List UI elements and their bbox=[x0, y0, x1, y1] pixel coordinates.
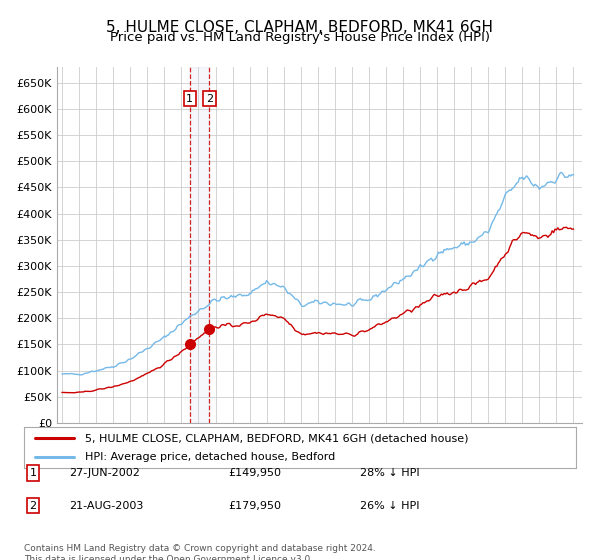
Text: 28% ↓ HPI: 28% ↓ HPI bbox=[360, 468, 419, 478]
Bar bbox=[190, 67, 209, 423]
Text: 27-JUN-2002: 27-JUN-2002 bbox=[69, 468, 140, 478]
Text: Contains HM Land Registry data © Crown copyright and database right 2024.
This d: Contains HM Land Registry data © Crown c… bbox=[24, 544, 376, 560]
Text: 5, HULME CLOSE, CLAPHAM, BEDFORD, MK41 6GH: 5, HULME CLOSE, CLAPHAM, BEDFORD, MK41 6… bbox=[107, 20, 493, 35]
Text: 2: 2 bbox=[29, 501, 37, 511]
Text: 21-AUG-2003: 21-AUG-2003 bbox=[69, 501, 143, 511]
Text: £149,950: £149,950 bbox=[228, 468, 281, 478]
Text: HPI: Average price, detached house, Bedford: HPI: Average price, detached house, Bedf… bbox=[85, 452, 335, 461]
Text: Price paid vs. HM Land Registry's House Price Index (HPI): Price paid vs. HM Land Registry's House … bbox=[110, 31, 490, 44]
Text: 26% ↓ HPI: 26% ↓ HPI bbox=[360, 501, 419, 511]
Text: 2: 2 bbox=[206, 94, 213, 104]
Text: 1: 1 bbox=[29, 468, 37, 478]
Text: 5, HULME CLOSE, CLAPHAM, BEDFORD, MK41 6GH (detached house): 5, HULME CLOSE, CLAPHAM, BEDFORD, MK41 6… bbox=[85, 433, 468, 443]
Text: £179,950: £179,950 bbox=[228, 501, 281, 511]
Text: 1: 1 bbox=[186, 94, 193, 104]
